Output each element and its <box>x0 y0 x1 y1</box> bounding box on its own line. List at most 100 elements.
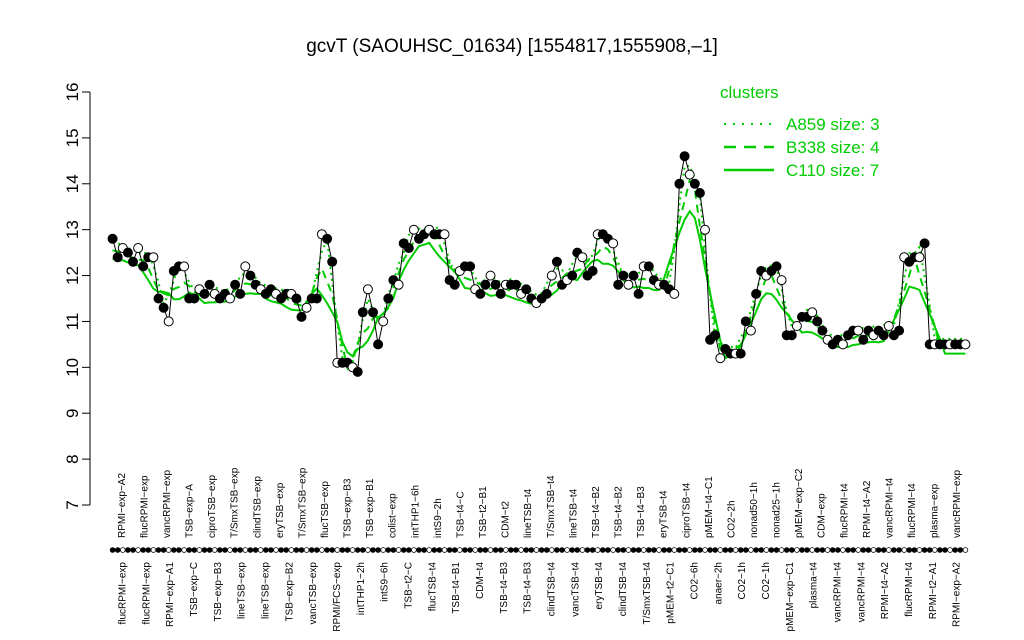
x-tick-label-top: pMEM−exp−C2 <box>794 468 805 538</box>
rug-marker <box>625 547 632 553</box>
data-point <box>490 279 501 290</box>
rug-marker <box>702 547 708 553</box>
rug-marker <box>640 547 647 553</box>
rug-marker <box>211 547 218 553</box>
data-point <box>362 284 373 295</box>
rug-marker <box>165 547 172 553</box>
data-point <box>475 288 486 299</box>
rug-marker <box>717 547 724 553</box>
rug-marker <box>390 547 397 553</box>
rug-marker <box>778 547 785 553</box>
rug-marker <box>564 547 570 553</box>
rug-marker <box>237 547 244 553</box>
rug-marker <box>120 547 126 553</box>
rug-marker <box>273 547 279 553</box>
rug-marker <box>114 547 121 553</box>
rug-marker <box>523 547 529 553</box>
x-tick-label-top: TSB−t4−B2 <box>614 486 625 538</box>
rug-marker <box>615 547 621 553</box>
rug-marker <box>845 547 851 553</box>
y-tick-label: 11 <box>63 313 82 331</box>
x-tick-label-bottom: flucRPMI−t4 <box>904 562 915 617</box>
rug-marker <box>870 547 877 553</box>
rug-marker <box>176 547 182 553</box>
rug-marker <box>242 547 249 553</box>
rug-marker <box>605 547 611 553</box>
x-tick-label-bottom: T/SmxTSB−t4 <box>642 562 653 625</box>
x-tick-label-bottom: flucRPMI−exp <box>117 562 128 625</box>
rug-marker <box>446 547 453 553</box>
data-point <box>485 270 496 281</box>
data-point <box>858 334 869 345</box>
data-point <box>179 261 190 272</box>
rug-marker <box>462 547 468 553</box>
data-point <box>521 284 532 295</box>
rug-marker <box>885 547 892 553</box>
rug-marker <box>344 547 351 553</box>
x-tick-label-top: RPMI−exp−A2 <box>117 473 128 538</box>
x-tick-label-bottom: TSB−t4−B3 <box>523 562 534 614</box>
data-point <box>587 266 598 276</box>
data-point <box>817 325 828 336</box>
rug-marker <box>487 547 494 553</box>
rug-marker <box>140 547 147 553</box>
x-tick-label-top: vancRPMI−exp <box>952 469 963 538</box>
x-tick-label-top: clindTSB−exp <box>252 476 263 538</box>
chart-title: gcvT (SAOUHSC_01634) [1554817,1555908,–1… <box>306 36 718 57</box>
legend: clusters A859 size: 3 B338 size: 4 C110 … <box>720 83 880 180</box>
data-point <box>352 366 363 377</box>
data-point <box>710 330 721 341</box>
x-tick-label-bottom: vancRPMI−t4 <box>832 562 843 623</box>
rug-marker <box>712 547 718 553</box>
rug-marker <box>666 547 672 553</box>
rug-marker <box>467 547 473 553</box>
data-point <box>465 261 476 272</box>
rug-marker <box>324 547 330 553</box>
rug-marker <box>359 547 366 553</box>
rug-marker <box>860 547 867 553</box>
rug-marker <box>942 547 948 553</box>
rug-marker <box>395 547 402 553</box>
data-point <box>771 261 782 272</box>
x-tick-label-bottom: intS9−6h <box>380 562 391 602</box>
data-point <box>240 261 251 272</box>
data-point <box>449 279 460 290</box>
data-point <box>577 252 588 263</box>
x-tick-label-bottom: TSB−t4−B3 <box>499 562 510 614</box>
data-point <box>225 293 235 304</box>
data-point <box>138 261 149 272</box>
rug-marker <box>768 547 775 553</box>
data-point <box>628 270 639 281</box>
data-point <box>291 293 302 304</box>
rug-marker <box>334 547 341 553</box>
data-point <box>791 321 802 331</box>
x-tick-label-bottom: vancTSB−exp <box>308 562 319 625</box>
x-tick-label-top: RPMI−t4−A2 <box>862 480 873 538</box>
data-point <box>694 188 705 198</box>
data-point <box>853 325 864 336</box>
data-point <box>158 302 169 313</box>
rug-marker <box>891 547 897 553</box>
rug-marker <box>814 547 821 553</box>
data-point <box>403 243 414 253</box>
rug-marker <box>155 547 162 553</box>
rug-marker <box>196 547 203 553</box>
x-tick-label-top: flucRPMI−t4 <box>907 483 918 538</box>
data-point <box>914 252 925 263</box>
x-tick-labels: RPMI−exp−A2 flucRPMI−exp vancRPMI−exp TSB−e… <box>117 467 963 631</box>
rug-marker <box>635 547 642 553</box>
rug-marker <box>150 547 157 553</box>
x-tick-label-bottom: lineTSB−exp <box>237 562 248 619</box>
data-point <box>674 178 685 189</box>
x-tick-label-top: TSB−t2−B1 <box>478 486 489 538</box>
data-point <box>495 288 506 299</box>
data-point <box>684 169 695 180</box>
rug-marker <box>926 547 933 553</box>
data-point <box>613 279 624 290</box>
x-tick-label-bottom: RPMI−t2−A1 <box>928 562 939 620</box>
rug-marker <box>620 547 627 553</box>
rug-marker <box>380 547 387 553</box>
x-tick-label-bottom: TSB−exp−B2 <box>284 562 295 622</box>
rug-marker <box>513 547 519 553</box>
x-tick-label-bottom: RPMI−exp−A1 <box>165 562 176 627</box>
